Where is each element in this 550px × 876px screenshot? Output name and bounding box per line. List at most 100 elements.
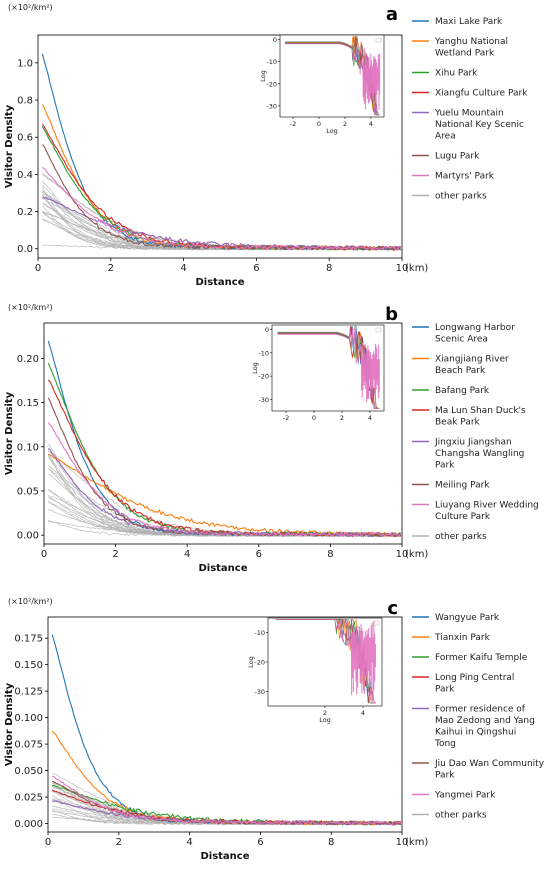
y-tick-label: 0.0 [17,244,33,255]
inset-y-label: Log [247,656,255,668]
x-tick-label: 4 [184,549,190,560]
inset-x-tick-label: 4 [369,120,373,128]
legend-label: other parks [435,532,487,542]
legend-label: Ma Lun Shan Duck's Beak Park [435,406,526,428]
legend-label: Yanghu National Wetland Park [434,37,508,59]
series-line [52,780,401,826]
legend-label: Yangmei Park [434,791,496,801]
series-line [42,167,402,251]
x-axis-label: Distance [200,851,249,862]
inset-y-tick-label: 0 [273,36,277,44]
other-park-line [42,194,401,251]
legend: Longwang Harbor Scenic Area Xiangjiang Riv… [412,323,539,542]
x-tick-label: 4 [186,837,192,848]
inset-x-tick-label: 0 [312,414,316,422]
panel-c: 0 2 4 6 8 10 0.000 0.025 0.050 0.075 0.100 0.125 0.1… [4,597,545,862]
legend-label: Wangyue Park [435,613,500,623]
x-tick-label: 6 [257,837,263,848]
inset-x-tick-label: -2 [290,120,296,128]
legend-label: Former residence of Mao Zedong and Yang Ka… [434,705,535,750]
x-unit-label: (km) [405,263,428,274]
inset-x-tick-label: 2 [323,709,327,717]
other-park-line [48,456,402,537]
series-line [47,397,402,538]
other-park-line [48,453,402,537]
y-tick-label: 0.125 [14,687,43,698]
legend-label: Xiangfu Culture Park [435,89,528,99]
legend-label: Tianxin Park [434,633,491,643]
y-tick-label: 1.0 [17,58,33,69]
inset-y-tick-label: -20 [258,373,269,381]
series-line [48,448,401,538]
plot-frame [47,616,403,833]
legend-label: Jingxiu Jiangshan Changsha Wangling Park [434,438,524,471]
x-tick-label: 8 [327,549,333,560]
inset-legend-box [375,327,382,333]
inset-y-tick-label: -10 [258,349,269,357]
inset-x-tick-label: 0 [317,120,321,128]
legend-label: Bafang Park [435,386,490,396]
x-tick-label: 6 [253,263,259,274]
plot-frame [43,322,403,545]
x-tick-label: 0 [41,549,47,560]
y-tick-label: 0.150 [14,660,43,671]
legend: Wangyue Park Tianxin Park Former Kaifu Tem… [412,613,545,821]
x-tick-label: 0 [35,263,41,274]
y-tick-label: 0.2 [17,207,33,218]
series-line [48,454,402,538]
y-tick-label: 0.4 [17,170,33,181]
x-tick-label: 10 [396,549,409,560]
legend-label: Meiling Park [435,481,490,491]
y-tick-label: 0.05 [17,486,39,497]
x-tick-label: 6 [256,549,262,560]
inset-y-tick-label: -20 [266,80,277,88]
x-axis-label: Distance [198,563,247,574]
inset-series-line [277,327,380,409]
legend-label: Maxi Lake Park [435,17,503,27]
plot-frame [37,34,403,259]
legend-label: Jiu Dao Wan Community Park [434,759,545,781]
other-park-line [48,450,401,537]
other-park-line [52,782,402,826]
y-tick-label: 0.00 [17,531,39,542]
panel-label: a [386,4,398,25]
inset-y-tick-label: -30 [266,102,277,110]
inset-x-label: Log [319,716,331,724]
inset-y-tick-label: 0 [265,326,269,334]
series-line [47,422,402,538]
legend: Maxi Lake Park Yanghu National Wetland Par… [412,17,528,202]
y-tick-label: 0.8 [17,96,33,107]
inset-y-tick-label: -10 [266,58,277,66]
legend-label: Former Kaifu Temple [435,653,528,663]
x-axis-label: Distance [195,277,244,288]
y-tick-label: 0.050 [14,766,43,777]
y-tick-label: 0.6 [17,133,33,144]
other-park-line [48,494,401,537]
panel-b: 0 2 4 6 8 10 0.00 0.05 0.10 0.15 0.20 Distance Visit… [4,303,539,574]
panel-label: b [385,304,398,325]
legend-label: Long Ping Central Park [435,673,514,695]
y-tick-label: 0.20 [17,354,39,365]
x-unit-label: (km) [405,549,428,560]
inset-y-tick-label: -30 [258,396,269,404]
y-unit-label: (×10²/km²) [8,597,53,606]
y-tick-label: 0.175 [14,634,43,645]
legend-label: Lugu Park [435,152,480,162]
other-park-line [47,454,401,537]
x-tick-label: 2 [112,549,118,560]
y-unit-label: (×10²/km²) [8,3,53,12]
y-tick-label: 0.000 [14,819,43,830]
inset-x-tick-label: -2 [283,414,289,422]
inset-y-label: Log [251,362,259,374]
series-line [52,775,402,826]
x-tick-label: 8 [328,837,334,848]
legend-label: Yuelu Mountain National Key Scenic Area [434,109,524,142]
inset-series-line [285,43,380,116]
y-tick-label: 0.10 [17,442,39,453]
legend-label: Xihu Park [435,69,478,79]
legend-label: Martyrs' Park [435,172,495,182]
legend-label: Longwang Harbor Scenic Area [435,323,515,345]
y-tick-label: 0.025 [14,793,43,804]
inset-x-label: Log [326,127,338,135]
